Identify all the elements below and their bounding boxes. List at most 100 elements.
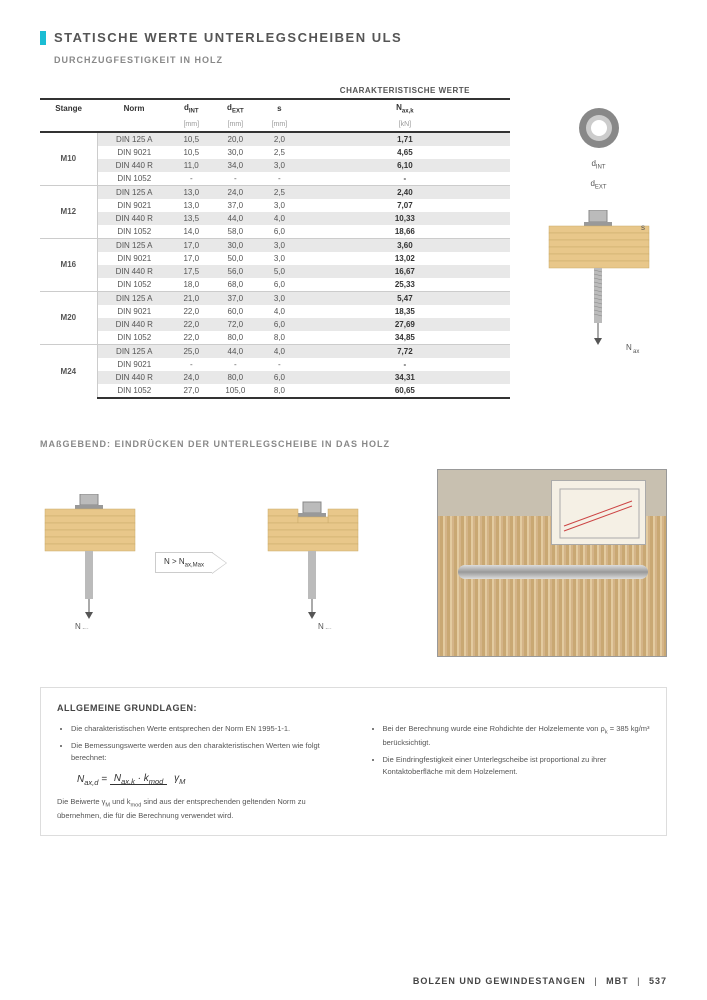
after-diagram: Nax — [263, 494, 363, 631]
footer-page: 537 — [649, 976, 667, 986]
bullet-right-2: Die Eindringfestigkeit einer Unterlegsch… — [383, 754, 651, 777]
cell-norm: DIN 1052 — [97, 331, 171, 345]
dext-label: dEXT — [574, 179, 624, 191]
cell-dext: 44,0 — [212, 344, 259, 358]
cell-naxk: - — [300, 358, 510, 371]
cell-s: 4,0 — [259, 305, 300, 318]
cell-s: 2,5 — [259, 146, 300, 159]
cell-s: 2,5 — [259, 185, 300, 199]
cell-dint: 10,5 — [171, 146, 212, 159]
stange-cell: M20 — [40, 291, 97, 344]
cell-naxk: 6,10 — [300, 159, 510, 172]
cell-naxk: 34,85 — [300, 331, 510, 345]
cell-s: 3,0 — [259, 159, 300, 172]
cell-norm: DIN 9021 — [97, 305, 171, 318]
photo-label — [551, 480, 646, 545]
cell-naxk: 3,60 — [300, 238, 510, 252]
cell-dint: 17,5 — [171, 265, 212, 278]
svg-text:ax: ax — [633, 349, 639, 355]
stange-cell: M24 — [40, 344, 97, 398]
formula: Nax,d = Nax,k · kmod γM — [77, 771, 339, 788]
cell-s: 6,0 — [259, 371, 300, 384]
cell-s: 3,0 — [259, 199, 300, 212]
cell-norm: DIN 440 R — [97, 265, 171, 278]
cell-dext: 80,0 — [212, 371, 259, 384]
cell-norm: DIN 125 A — [97, 344, 171, 358]
cell-naxk: 27,69 — [300, 318, 510, 331]
bolt-assembly-diagram: s Nax — [544, 210, 654, 362]
col-naxk: Nax,k — [300, 99, 510, 118]
cell-naxk: 25,33 — [300, 278, 510, 292]
cell-dext: 24,0 — [212, 185, 259, 199]
cell-s: - — [259, 358, 300, 371]
washer-diagram: dINT dEXT — [574, 103, 624, 190]
col-s: s — [259, 99, 300, 118]
cell-dint: 24,0 — [171, 371, 212, 384]
cell-naxk: - — [300, 172, 510, 186]
unit-dint: [mm] — [171, 118, 212, 132]
cell-norm: DIN 9021 — [97, 146, 171, 159]
cell-norm: DIN 1052 — [97, 384, 171, 398]
washer-icon — [574, 103, 624, 153]
cell-norm: DIN 1052 — [97, 278, 171, 292]
grundlagen-left: Die charakteristischen Werte entsprechen… — [57, 723, 339, 821]
unit-dext: [mm] — [212, 118, 259, 132]
grundlagen-right: Bei der Berechnung wurde eine Rohdichte … — [369, 723, 651, 821]
col-norm: Norm — [97, 99, 171, 118]
accent-bar — [40, 31, 46, 45]
svg-text:N: N — [75, 622, 81, 629]
cell-dint: - — [171, 172, 212, 186]
photo-failure — [437, 469, 667, 657]
cell-norm: DIN 440 R — [97, 371, 171, 384]
cell-dext: 56,0 — [212, 265, 259, 278]
cell-dext: 68,0 — [212, 278, 259, 292]
cell-dint: 27,0 — [171, 384, 212, 398]
bullet-left-2: Die Bemessungswerte werden aus den chara… — [71, 740, 339, 763]
cell-dext: - — [212, 172, 259, 186]
cell-dint: 14,0 — [171, 225, 212, 239]
cell-norm: DIN 440 R — [97, 212, 171, 225]
cell-naxk: 5,47 — [300, 291, 510, 305]
cell-naxk: 18,66 — [300, 225, 510, 239]
stange-cell: M10 — [40, 132, 97, 186]
cell-s: 8,0 — [259, 384, 300, 398]
cell-dext: 60,0 — [212, 305, 259, 318]
cell-s: 6,0 — [259, 278, 300, 292]
cell-naxk: 34,31 — [300, 371, 510, 384]
cell-dint: 22,0 — [171, 305, 212, 318]
page-footer: BOLZEN UND GEWINDESTANGEN | MBT | 537 — [413, 976, 667, 986]
cell-naxk: 4,65 — [300, 146, 510, 159]
cell-dext: - — [212, 358, 259, 371]
general-basics-box: ALLGEMEINE GRUNDLAGEN: Die charakteristi… — [40, 687, 667, 836]
cell-s: 5,0 — [259, 265, 300, 278]
cell-dext: 80,0 — [212, 331, 259, 345]
cell-s: 3,0 — [259, 252, 300, 265]
page-subtitle: DURCHZUGFESTIGKEIT IN HOLZ — [54, 55, 667, 65]
svg-text:ax: ax — [325, 628, 331, 629]
cell-norm: DIN 125 A — [97, 132, 171, 146]
cell-norm: DIN 125 A — [97, 291, 171, 305]
cell-dint: 22,0 — [171, 318, 212, 331]
col-stange: Stange — [40, 99, 97, 118]
footer-category: BOLZEN UND GEWINDESTANGEN — [413, 976, 586, 986]
cell-norm: DIN 1052 — [97, 172, 171, 186]
cell-naxk: 1,71 — [300, 132, 510, 146]
cell-naxk: 13,02 — [300, 252, 510, 265]
cell-dext: 44,0 — [212, 212, 259, 225]
cell-s: 8,0 — [259, 331, 300, 345]
cell-dint: 11,0 — [171, 159, 212, 172]
cell-s: 4,0 — [259, 344, 300, 358]
cell-norm: DIN 9021 — [97, 252, 171, 265]
unit-s: [mm] — [259, 118, 300, 132]
cell-dext: 50,0 — [212, 252, 259, 265]
cell-s: 3,0 — [259, 238, 300, 252]
cell-norm: DIN 125 A — [97, 185, 171, 199]
cell-dint: 25,0 — [171, 344, 212, 358]
cell-dint: 13,0 — [171, 185, 212, 199]
svg-text:N: N — [626, 343, 632, 352]
cell-dint: 17,0 — [171, 252, 212, 265]
cell-naxk: 16,67 — [300, 265, 510, 278]
cell-dint: - — [171, 358, 212, 371]
cell-dext: 37,0 — [212, 199, 259, 212]
failure-diagrams: Nax N > Nax,Max — [40, 494, 417, 631]
